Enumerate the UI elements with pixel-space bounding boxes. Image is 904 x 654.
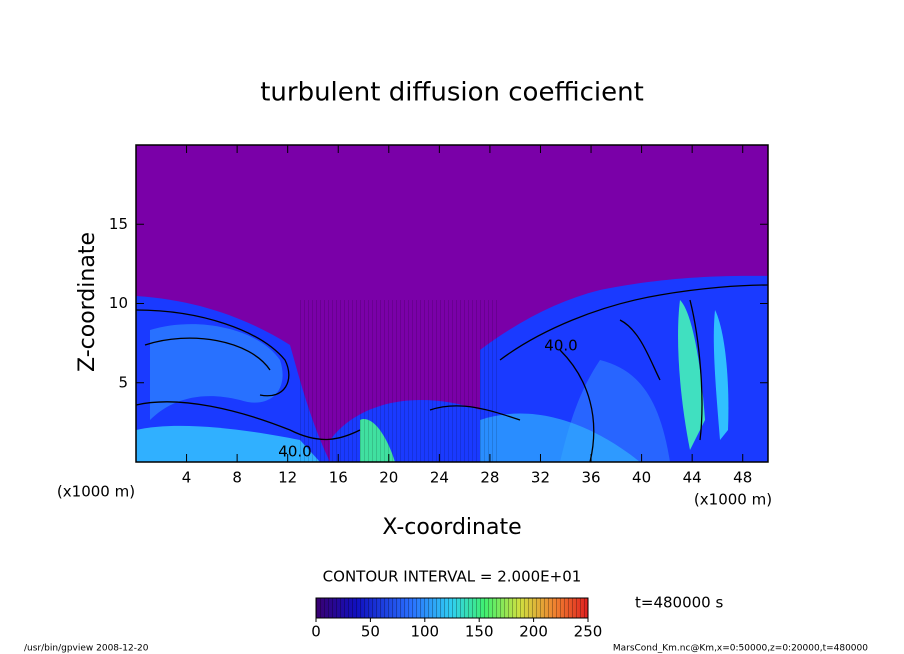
y-tick-label: 10 (109, 294, 128, 312)
footer-right: MarsCond_Km.nc@Km,x=0:50000,z=0:20000,t=… (613, 644, 868, 654)
x-tick-label: 12 (278, 469, 297, 487)
x-tick-label: 48 (733, 469, 752, 487)
colorbar-tick-label: 150 (465, 623, 494, 641)
time-label: t=480000 s (635, 594, 723, 612)
footer-left: /usr/bin/gpview 2008-12-20 (24, 644, 149, 654)
x-tick-label: 4 (182, 469, 192, 487)
contour-label: 40.0 (278, 443, 311, 461)
x-tick-label: 40 (632, 469, 651, 487)
x-tick-label: 32 (531, 469, 550, 487)
colorbar-tick-label: 50 (361, 623, 380, 641)
x-tick-label: 8 (232, 469, 242, 487)
y-unit-label: (x1000 m) (57, 483, 135, 501)
chart-title: turbulent diffusion coefficient (260, 78, 644, 108)
colorbar-tick-label: 250 (574, 623, 603, 641)
x-tick-label: 16 (329, 469, 348, 487)
y-axis-label: Z-coordinate (75, 232, 100, 372)
colorbar-tick-label: 0 (311, 623, 321, 641)
x-tick-label: 24 (430, 469, 449, 487)
x-tick-label: 36 (581, 469, 600, 487)
x-tick-label: 28 (480, 469, 499, 487)
x-axis-label: X-coordinate (382, 515, 521, 540)
colorbar-shading (316, 598, 588, 618)
x-unit-label: (x1000 m) (694, 491, 772, 509)
colorbar-tick-label: 100 (410, 623, 439, 641)
contour-label: 40.0 (544, 337, 577, 355)
contour-field (136, 145, 768, 462)
y-tick-label: 5 (118, 373, 128, 391)
contour-interval: CONTOUR INTERVAL = 2.000E+01 (323, 568, 582, 586)
colorbar-tick-label: 200 (519, 623, 548, 641)
y-tick-label: 15 (109, 215, 128, 233)
x-tick-label: 20 (379, 469, 398, 487)
x-tick-label: 44 (683, 469, 702, 487)
